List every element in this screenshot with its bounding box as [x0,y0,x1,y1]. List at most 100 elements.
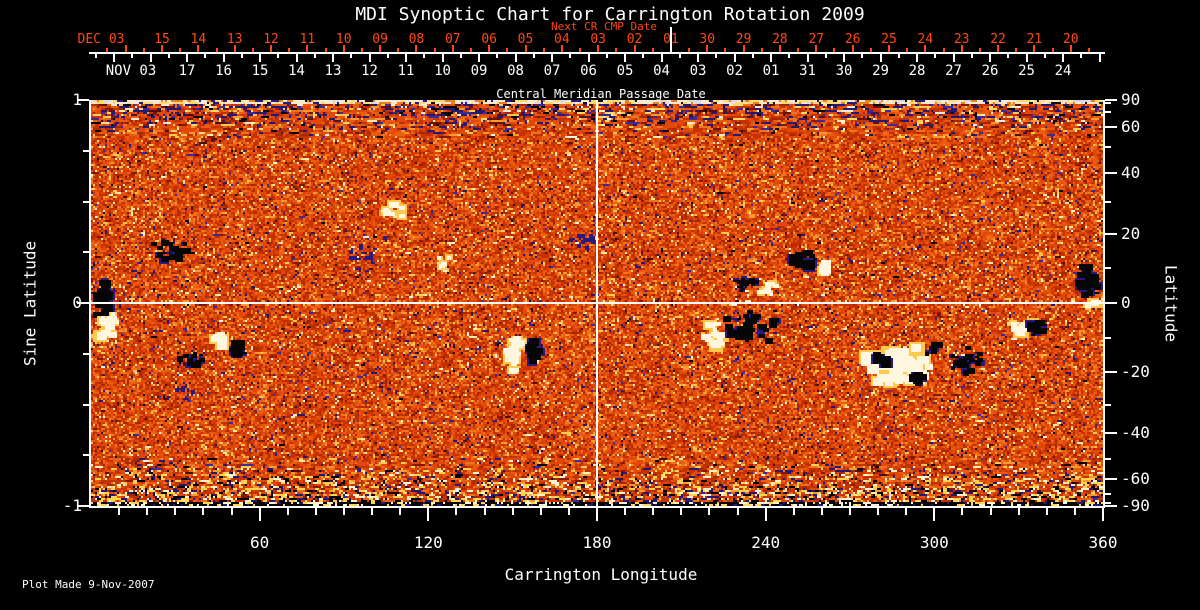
longitude-tick [287,508,289,515]
white-axis-tick [715,54,717,58]
longitude-tick [231,508,233,515]
longitude-tick [624,508,626,515]
latitude-tick [1105,505,1117,507]
white-axis-tick [624,54,626,62]
white-axis-tick [168,54,170,58]
longitude-tick-label: 360 [1088,533,1118,552]
white-axis-tick [788,54,790,58]
white-axis-tick [588,54,590,62]
latitude-tick [1105,201,1111,203]
white-axis-tick [642,54,644,58]
white-month-label: NOV 03 [105,63,157,79]
white-axis-tick [1080,54,1082,58]
red-axis-tick [924,45,926,52]
red-axis-tick [288,48,290,52]
latitude-tick [1105,99,1117,101]
white-axis-day-label: 13 [324,63,342,79]
red-axis-tick [561,45,563,52]
red-axis-tick [870,48,872,52]
red-axis-tick [179,48,181,52]
sine-latitude-tick [83,251,89,253]
red-month-label: DEC 03 [77,32,125,47]
red-axis-tick [688,48,690,52]
red-axis-tick [234,45,236,52]
red-axis-day-label: 30 [699,32,716,47]
sine-latitude-tick [77,99,89,101]
white-axis-tick [296,54,298,62]
white-axis-day-label: 15 [251,63,269,79]
red-axis-tick [397,48,399,52]
longitude-tick [371,508,373,515]
white-axis-tick [442,54,444,62]
white-axis-day-label: 29 [872,63,889,79]
sine-latitude-tick-label: -1 [62,496,82,515]
white-axis-tick [131,54,133,58]
latitude-tick-label: 0 [1121,293,1131,312]
red-axis-day-label: 11 [299,32,316,47]
latitude-tick-label: -60 [1121,468,1150,488]
latitude-tick-label: -90 [1121,496,1150,515]
red-axis-tick [1015,48,1017,52]
red-axis-day-label: 02 [626,32,643,47]
red-axis-tick [415,45,417,52]
latitude-tick [1105,478,1117,480]
longitude-tick [540,508,542,515]
white-axis-tick [259,54,261,62]
red-axis-tick [1070,45,1072,52]
longitude-tick [849,508,851,515]
white-axis-tick [277,54,279,58]
red-axis-day-label: 13 [226,32,243,47]
red-axis-tick [997,45,999,52]
longitude-tick [877,508,879,515]
red-axis-tick [743,45,745,52]
white-axis-day-label: 08 [507,63,524,79]
red-axis-tick [216,48,218,52]
white-axis-tick [423,54,425,58]
red-axis-day-label: 23 [953,32,970,47]
left-axis-title: Sine Latitude [20,240,40,367]
red-axis-tick [979,48,981,52]
sine-latitude-tick [83,150,89,152]
white-axis-tick [569,54,571,58]
longitude-tick [399,508,401,515]
red-axis-tick [724,48,726,52]
latitude-tick [1105,233,1117,235]
longitude-tick [596,508,598,521]
red-axis-tick [1052,48,1054,52]
white-axis-tick [989,54,991,62]
bottom-axis-title: Carrington Longitude [504,565,698,584]
white-axis-tick [752,54,754,58]
longitude-tick [1102,508,1104,521]
white-axis-tick [533,54,535,58]
red-axis-tick [325,48,327,52]
red-axis-tick [615,48,617,52]
red-axis-tick [470,48,472,52]
sine-latitude-tick [83,353,89,355]
latitude-tick [1105,102,1111,104]
red-axis-tick [252,48,254,52]
white-axis-tick [880,54,882,62]
white-axis-day-label: 25 [1018,63,1035,79]
red-axis-tick [888,45,890,52]
white-axis-tick [661,54,663,62]
longitude-tick [765,508,767,521]
plot-made-stamp: Plot Made 9-Nov-2007 [22,578,155,591]
white-axis-tick [387,54,389,58]
sine-latitude-tick [77,302,89,304]
next-cr-cmp-date-label: Next CR CMP Date [551,20,657,33]
white-axis-day-label: 10 [434,63,451,79]
longitude-tick [708,508,710,515]
latitude-tick [1105,126,1117,128]
red-axis-day-label: 26 [844,32,861,47]
white-axis-tick [204,54,206,58]
white-axis-tick [551,54,553,62]
red-axis-tick [506,48,508,52]
red-axis-tick [161,45,163,52]
red-axis-day-label: 03 [590,32,607,47]
longitude-tick-label: 120 [413,533,443,552]
red-axis-tick [543,48,545,52]
longitude-tick [202,508,204,515]
longitude-tick [315,508,317,515]
white-axis-day-label: 01 [762,63,780,79]
white-axis-tick [113,54,115,62]
